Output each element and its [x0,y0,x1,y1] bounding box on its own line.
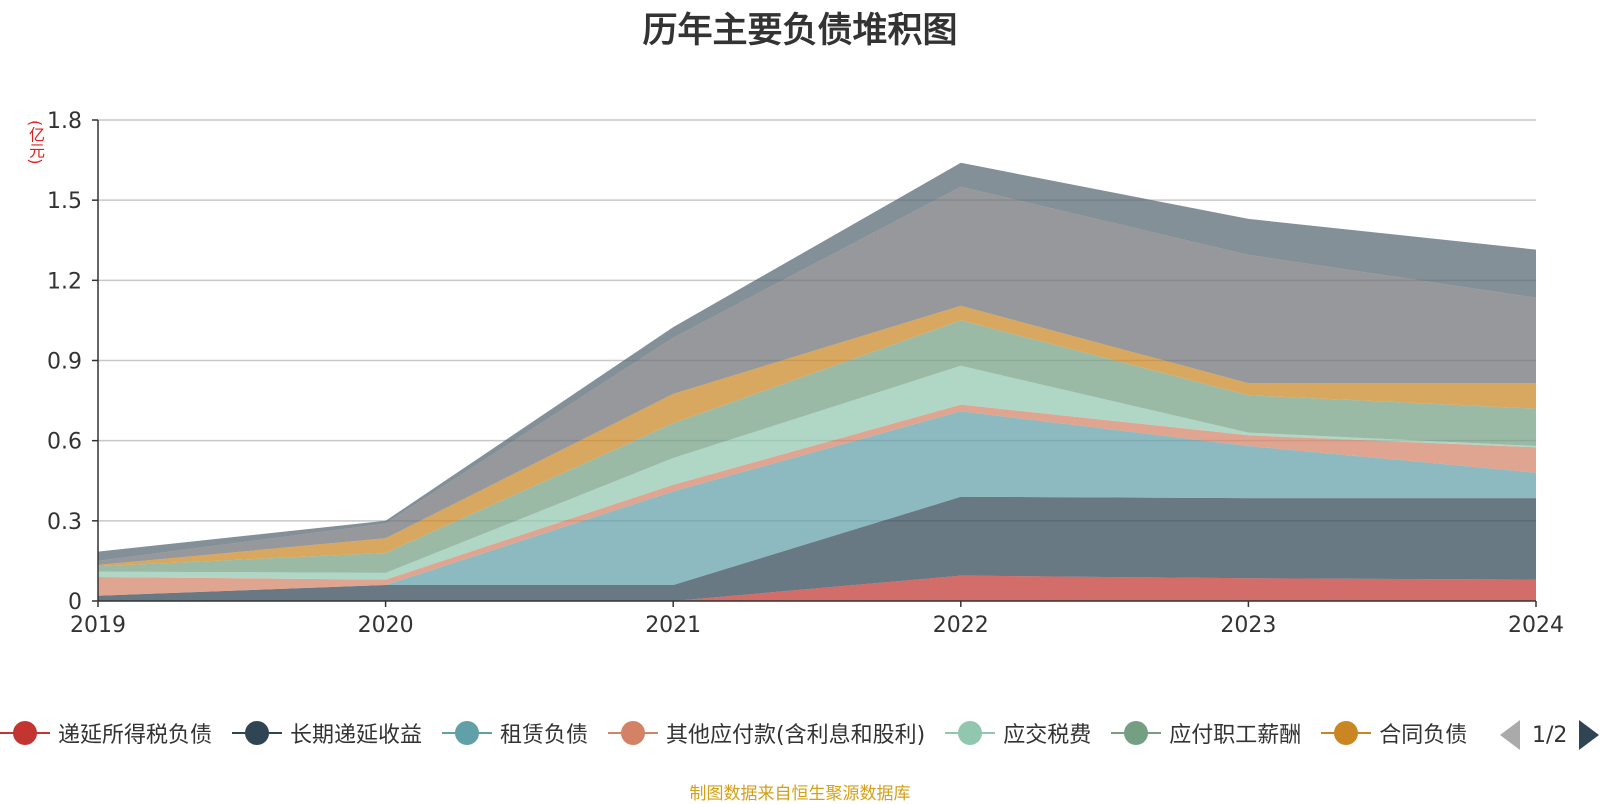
legend-marker-icon [1111,721,1162,745]
area-series-合同负债[interactable] [98,305,1536,567]
legend-item[interactable]: 应付职工薪酬 [1111,717,1301,749]
y-axis-unit-label: (亿元) [26,120,45,165]
x-tick-label: 2021 [645,613,701,638]
y-tick-label: 1.2 [47,269,82,294]
y-tick-label: 1.5 [47,189,82,214]
area-series-应付职工薪酬[interactable] [98,320,1536,573]
x-tick-label: 2024 [1508,613,1564,638]
legend-item[interactable]: 长期递延收益 [232,717,422,749]
legend-item-label: 长期递延收益 [290,723,423,748]
axes: 0 0.3 0.6 0.9 1.2 1.5 1.8 2019 2020 2021 2022 2023 2… [47,109,1564,638]
area-series-应付账款[interactable] [98,186,1536,565]
legend-item-label: 应付职工薪酬 [1169,723,1302,748]
area-series-长期递延收益[interactable] [98,496,1536,601]
x-tick-label: 2022 [933,613,989,638]
legend-item-label: 合同负债 [1379,723,1468,748]
y-tick-label: 0 [68,590,82,615]
x-tick-label: 2023 [1220,613,1276,638]
y-tick-label: 0.3 [47,510,82,535]
y-tick-label: 1.8 [47,109,82,134]
legend-pager: 1/2 [1500,718,1600,752]
legend-next-page-icon[interactable] [1579,720,1600,750]
data-source-note: 制图数据来自恒生聚源数据库 [689,784,911,804]
legend-item[interactable]: 应交税费 [945,717,1091,749]
y-tick-label: 0.6 [47,430,82,455]
y-tick-label: 0.9 [47,350,82,375]
legend: 递延所得税负债 长期递延收益 租赁负债 其他应付款(含利息和股利) 应交税费 应付职工薪酬… [0,717,1490,753]
legend-item-label: 租赁负债 [500,723,589,748]
legend-marker-icon [1321,721,1372,745]
legend-item-label: 递延所得税负债 [58,723,213,748]
stacked-area-chart: 0 0.3 0.6 0.9 1.2 1.5 1.8 2019 2020 2021 2022 2023 2… [47,109,1564,638]
legend-page-indicator: 1/2 [1532,722,1568,748]
legend-marker-icon [608,721,659,745]
legend-item-label: 应交税费 [1003,723,1092,748]
area-series [98,162,1536,601]
legend-marker-icon [232,721,283,745]
area-series-应交税费[interactable] [98,365,1536,580]
legend-marker-icon [442,721,493,745]
legend-prev-page-icon[interactable] [1500,720,1520,750]
chart-title: 历年主要负债堆积图 [642,11,958,51]
x-tick-label: 2019 [70,613,126,638]
legend-item[interactable]: 合同负债 [1321,717,1467,749]
legend-item-label: 其他应付款(含利息和股利) [666,723,926,748]
legend-marker-icon [945,721,996,745]
legend-item[interactable]: 其他应付款(含利息和股利) [608,717,925,749]
legend-item[interactable]: 递延所得税负债 [0,717,212,749]
legend-marker-icon [0,721,50,745]
legend-item[interactable]: 租赁负债 [442,717,588,749]
area-series-租赁负债[interactable] [98,411,1536,596]
x-tick-label: 2020 [358,613,414,638]
